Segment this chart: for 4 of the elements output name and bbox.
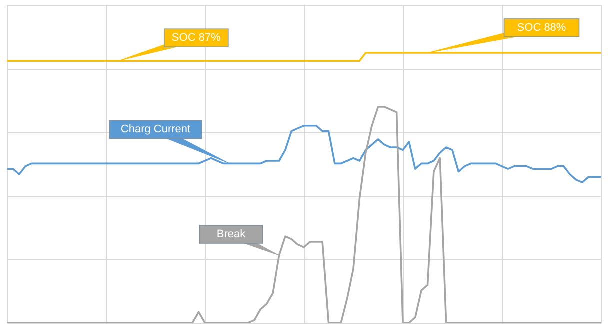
text: Break [216,228,246,240]
annotation: SOC 87% [172,32,222,44]
annotation: SOC 88% [517,22,566,34]
text: Charg Current [120,124,191,136]
